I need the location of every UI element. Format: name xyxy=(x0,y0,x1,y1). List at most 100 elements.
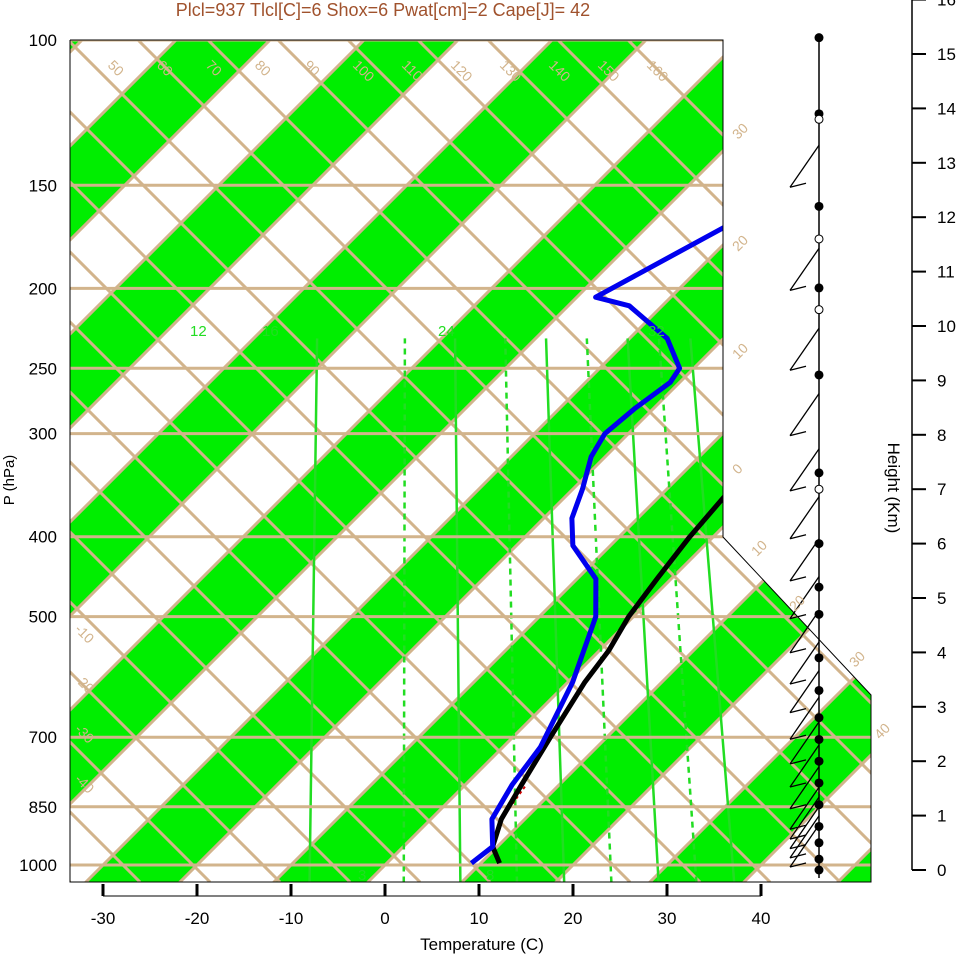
isotherm-label-right: 30 xyxy=(729,120,751,142)
isotherm-label-right: 10 xyxy=(729,340,751,362)
pressure-tick-label: 700 xyxy=(29,728,57,747)
pressure-tick-label: 250 xyxy=(29,359,57,378)
wind-barb-flag xyxy=(789,614,807,620)
wind-barb xyxy=(789,393,820,437)
mixing-ratio-line xyxy=(657,338,698,882)
height-tick-label: 10 xyxy=(937,317,956,336)
wind-barb-flag xyxy=(789,804,807,810)
x-tick-label: 0 xyxy=(380,909,389,928)
height-tick-label: 2 xyxy=(937,752,946,771)
isotherm-line xyxy=(70,40,760,882)
x-tick-label: -20 xyxy=(185,909,210,928)
dry-adiabat-line xyxy=(206,40,871,882)
height-marker-filled xyxy=(814,653,824,663)
wind-barb-shaft xyxy=(789,721,820,765)
mixing-ratio-line xyxy=(308,338,319,882)
height-marker-filled xyxy=(814,582,824,592)
isotherm-label-top: 120 xyxy=(448,57,476,85)
wind-barb-shaft xyxy=(789,496,820,540)
height-marker-filled xyxy=(814,865,824,875)
isotherm-label-right: 20 xyxy=(729,232,751,254)
wind-barb-shaft xyxy=(789,796,820,840)
pressure-tick-label: 500 xyxy=(29,608,57,627)
mixing-ratio-label: 12 xyxy=(190,323,207,340)
height-tick-label: 12 xyxy=(937,208,956,227)
wind-barb-shaft xyxy=(789,815,820,859)
height-tick-label: 6 xyxy=(937,535,946,554)
mixing-ratio-line xyxy=(689,338,736,882)
wind-barb xyxy=(789,806,820,850)
wind-barb-shaft xyxy=(789,610,820,654)
wind-barb-shaft xyxy=(789,744,820,788)
isotherm-line xyxy=(537,40,871,882)
dry-adiabat-line xyxy=(70,40,352,882)
isotherm-line xyxy=(443,40,871,882)
pressure-tick-label: 300 xyxy=(29,425,57,444)
wind-barb-flag xyxy=(789,285,807,291)
height-marker-filled xyxy=(814,756,824,766)
wind-barb xyxy=(789,327,820,371)
wind-barb-flag xyxy=(789,534,807,540)
mixing-ratio-line xyxy=(544,338,566,882)
mixing-ratio-line xyxy=(626,338,660,882)
isotherm-line xyxy=(70,40,854,882)
wind-barb xyxy=(789,766,820,810)
dry-adiabat-line xyxy=(70,40,282,882)
wind-barb-flag xyxy=(789,648,807,654)
height-marker-open xyxy=(814,305,824,315)
wind-barb-flag xyxy=(789,759,807,765)
series-line-dewpoint xyxy=(469,65,871,866)
wind-barb xyxy=(789,796,820,840)
dry-adiabat-line xyxy=(556,40,871,882)
wind-barb xyxy=(789,610,820,654)
skewed-isotherm-group xyxy=(70,40,871,882)
height-marker-open xyxy=(814,234,824,244)
wind-barb-shaft xyxy=(789,448,820,492)
dashed-line-label: 8 xyxy=(486,867,494,884)
wind-barb-shaft xyxy=(789,806,820,849)
temperature-axis: -30 -20 -10 0 10 20 30 40 xyxy=(91,884,771,928)
wind-barb-flag xyxy=(789,679,807,685)
temperature-band xyxy=(444,40,871,882)
isotherm-label-right: 0 xyxy=(729,460,746,477)
temperature-band xyxy=(70,40,665,882)
isotherm-label-right: 30 xyxy=(846,648,868,670)
wind-barb-shaft xyxy=(789,576,820,620)
height-tick-label: 7 xyxy=(937,480,946,499)
wind-barb xyxy=(789,247,820,291)
x-tick-label: -10 xyxy=(279,909,304,928)
wind-barb-shaft xyxy=(789,766,820,810)
height-marker-open xyxy=(814,114,824,124)
isotherm-line xyxy=(70,40,572,882)
wind-barb-flag xyxy=(789,843,807,850)
wind-barb xyxy=(789,641,820,685)
pressure-tick-label: 850 xyxy=(29,798,57,817)
plot-frame xyxy=(69,39,872,883)
wind-barb xyxy=(789,815,820,859)
height-tick-label: 1 xyxy=(937,807,946,826)
wind-barb-shaft xyxy=(789,786,820,830)
height-tick-label: 15 xyxy=(937,45,956,64)
height-tick-label: 9 xyxy=(937,371,946,390)
x-axis-title: Temperature (C) xyxy=(420,935,544,954)
pressure-tick-label: 1000 xyxy=(19,856,57,875)
pressure-tick-label: 100 xyxy=(29,31,57,50)
wind-barb-flag xyxy=(789,824,807,830)
wind-barb-flag xyxy=(789,862,807,868)
isotherm-line xyxy=(70,40,666,882)
height-marker-filled xyxy=(814,778,824,788)
height-tick-label: 5 xyxy=(937,589,946,608)
height-tick-label: 11 xyxy=(937,263,955,282)
mixing-ratio-line xyxy=(402,338,407,882)
isotherm-line xyxy=(70,40,290,882)
wind-barb xyxy=(789,144,820,188)
height-tick-label: 14 xyxy=(937,99,956,118)
parcel-path xyxy=(491,784,527,847)
dry-adiabat-line xyxy=(136,40,871,882)
wind-barb xyxy=(789,786,820,830)
dry-adiabat-line xyxy=(70,40,871,882)
isotherm-line xyxy=(70,40,384,882)
mixing-ratio-line xyxy=(585,338,613,882)
x-tick-label: 40 xyxy=(752,909,771,928)
